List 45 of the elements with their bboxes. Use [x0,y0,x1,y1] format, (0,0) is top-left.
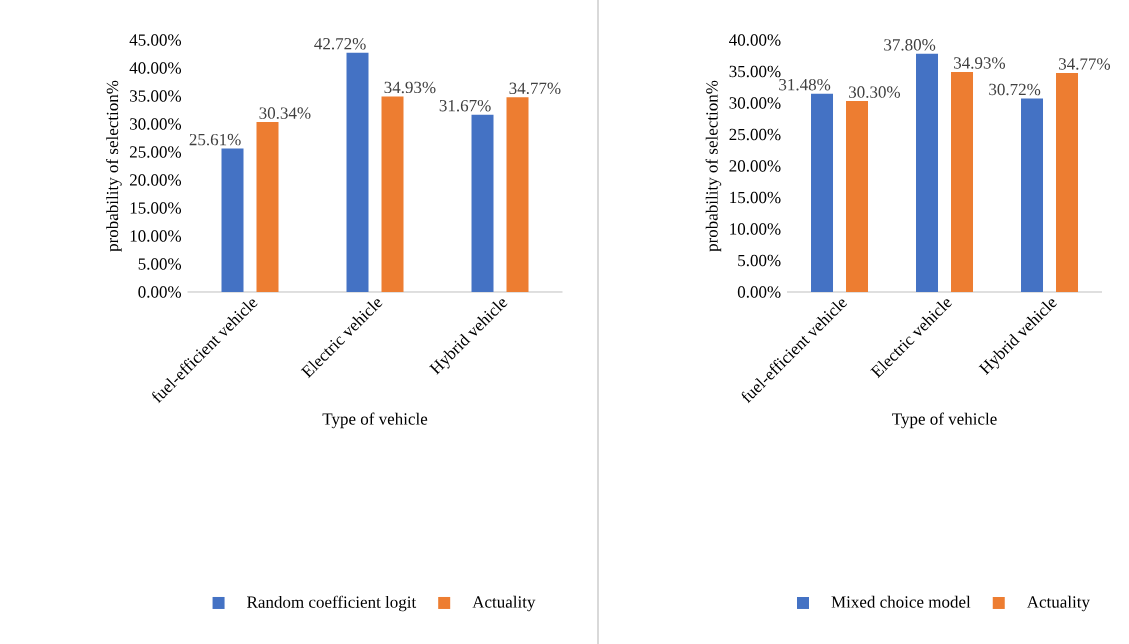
bar [256,122,279,292]
y-tick-label: 20.00% [129,174,182,186]
y-tick-label: 10.00% [130,230,182,242]
y-tick-label: 5.00% [738,254,781,267]
y-tick-label: 10.00% [730,223,781,235]
data-label: 31.48% [779,78,831,91]
y-tick-label: 25.00% [729,128,781,141]
y-axis-title: probability of selection% [705,80,722,252]
legend-label: Actuality [472,595,536,612]
data-label: 31.67% [439,99,491,112]
y-tick-label: 45.00% [129,34,182,46]
y-tick-label: 20.00% [729,160,781,172]
y-tick-label: 0.00% [138,286,182,298]
bar [346,52,369,292]
data-label: 30.34% [259,107,311,119]
y-tick-label: 15.00% [730,191,781,204]
y-tick-label: 25.00% [129,146,182,158]
data-label: 30.30% [849,86,901,98]
y-tick-label: 40.00% [729,34,781,46]
data-label: 37.80% [884,39,936,51]
data-label: 34.77% [1059,58,1111,70]
y-tick-label: 35.00% [729,65,781,78]
bar [221,148,244,292]
data-label: 30.72% [989,83,1041,96]
data-label: 34.93% [384,81,436,94]
data-label: 34.77% [509,82,561,95]
data-label: 34.93% [954,57,1006,69]
legend-label: Random coefficient logit [247,595,417,612]
data-label: 25.61% [189,133,241,146]
y-tick-label: 5.00% [138,258,182,270]
bar [506,97,529,292]
legend-label: Actuality [1026,595,1090,612]
legend-label: Mixed choice model [831,595,971,608]
y-tick-label: 15.00% [130,202,182,214]
x-axis-title: Type of vehicle [322,412,428,429]
x-axis-title: Type of vehicle [892,412,997,429]
y-tick-label: 35.00% [130,90,182,102]
y-tick-label: 0.00% [737,286,781,298]
y-tick-label: 30.00% [130,118,182,130]
y-axis-title: probability of selection% [106,80,122,252]
bar [381,96,404,292]
y-tick-label: 40.00% [129,62,182,74]
bar [471,114,494,292]
data-label: 42.72% [314,38,366,50]
y-tick-label: 30.00% [729,97,781,109]
